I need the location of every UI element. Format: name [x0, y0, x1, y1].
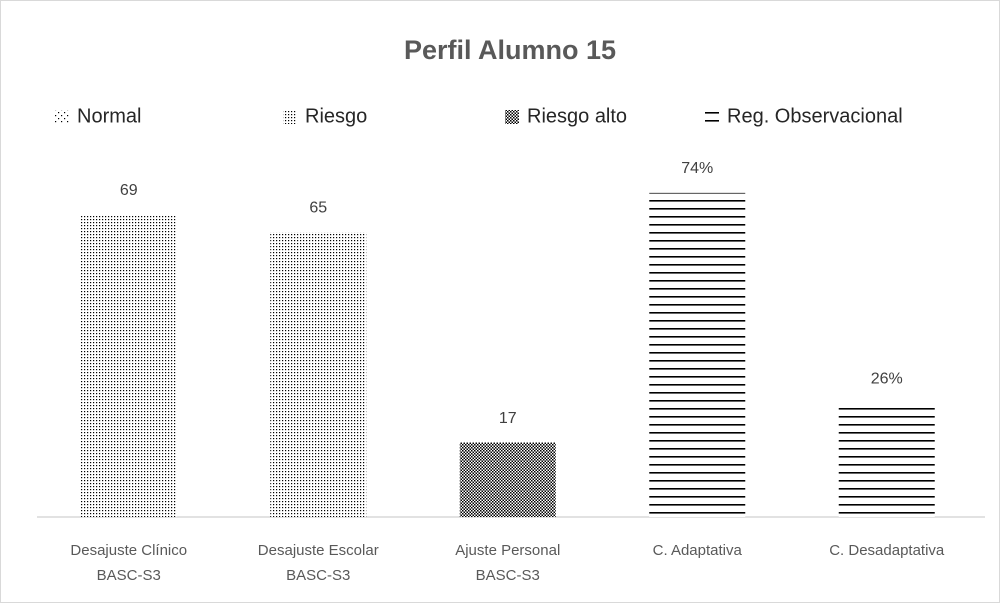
bar [649, 192, 746, 517]
bar [459, 442, 556, 517]
legend-swatch [55, 110, 69, 124]
x-tick-label: BASC-S3 [286, 567, 350, 584]
bar [270, 232, 367, 518]
x-tick-label: Ajuste Personal [455, 542, 560, 559]
data-label: 26% [871, 370, 903, 387]
bar [838, 403, 935, 517]
x-tick-label: Desajuste Clínico [70, 542, 187, 559]
legend-label: Riesgo alto [527, 105, 627, 127]
legend-swatch [505, 110, 519, 124]
bar [80, 214, 177, 517]
data-label: 74% [681, 160, 713, 177]
x-tick-label: BASC-S3 [476, 567, 540, 584]
x-tick-label: C. Adaptativa [653, 542, 743, 559]
data-label: 69 [120, 182, 138, 199]
chart-title: Perfil Alumno 15 [404, 35, 616, 65]
x-tick-label: Desajuste Escolar [258, 542, 379, 559]
data-label: 17 [499, 410, 517, 427]
x-tick-label: BASC-S3 [97, 567, 161, 584]
legend-swatch [705, 110, 719, 124]
legend-label: Riesgo [305, 105, 367, 127]
legend-label: Reg. Observacional [727, 105, 903, 127]
legend-swatch [283, 110, 297, 124]
legend-label: Normal [77, 105, 141, 127]
x-tick-label: C. Desadaptativa [829, 542, 945, 559]
data-label: 65 [309, 200, 327, 217]
